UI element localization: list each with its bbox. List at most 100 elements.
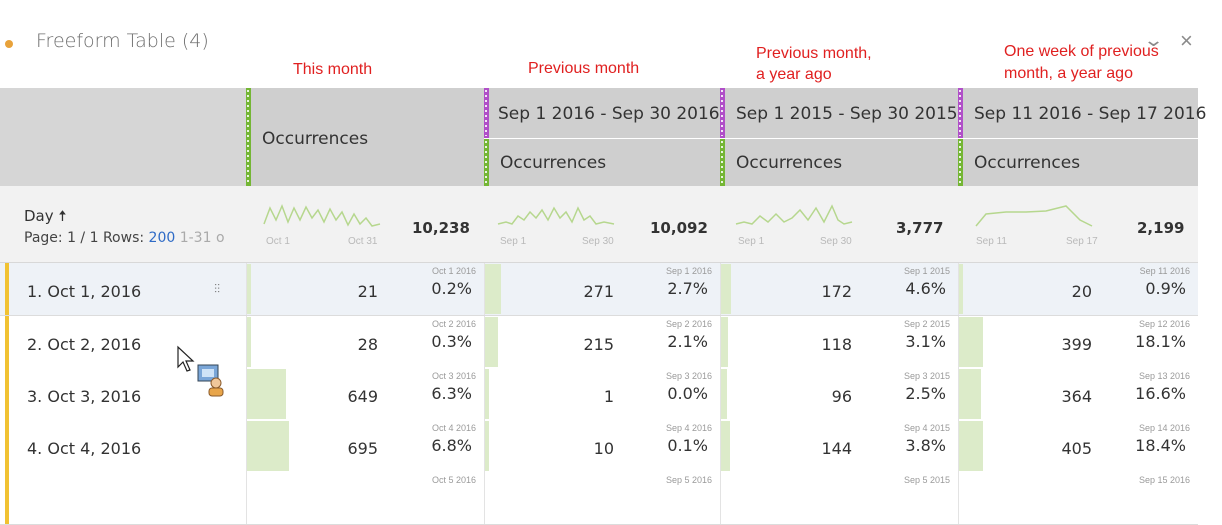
cell-percent: 0.2% (431, 279, 472, 298)
date-range-drag-handle-3[interactable] (958, 88, 963, 138)
cell-proportion-bar (959, 421, 983, 471)
cell-date: Sep 13 2016 (1138, 371, 1190, 381)
header-range-1[interactable] (484, 88, 720, 138)
cell-value[interactable]: 271 (583, 282, 614, 301)
sparkline-end-1: Sep 30 (582, 236, 614, 247)
row-label[interactable]: 2. Oct 2, 2016 (27, 335, 142, 354)
chevron-down-icon[interactable]: ⌄ (1142, 30, 1165, 50)
mouse-cursor-icon (177, 345, 224, 397)
header-metric-3[interactable] (958, 139, 1198, 186)
cell-value[interactable]: 144 (821, 439, 852, 458)
cell-value[interactable]: 405 (1061, 439, 1092, 458)
column-divider (246, 263, 247, 315)
sparkline-week-year-ago (975, 205, 1093, 227)
rows-label: Rows: (102, 230, 145, 246)
cell-percent: 18.4% (1135, 436, 1186, 455)
pagination: Page: 1 / 1 Rows: 200 1-31 o (24, 230, 225, 246)
cell-date: Sep 2 2016 (665, 319, 712, 329)
breakdown-icon[interactable]: ⫶⫶ (214, 282, 221, 296)
cell-date: Oct 1 2016 (431, 266, 476, 276)
metric-drag-handle-2[interactable] (720, 139, 725, 186)
close-icon[interactable]: × (1180, 28, 1193, 53)
table-row[interactable] (0, 472, 1198, 525)
header-range-label-3: Sep 11 2016 - Sep 17 2016 (974, 104, 1207, 124)
cell-value[interactable]: 364 (1061, 387, 1092, 406)
header-corner (0, 88, 246, 186)
rows-per-page-select[interactable]: 200 (148, 230, 176, 246)
column-divider (484, 472, 485, 524)
row-label[interactable]: 3. Oct 3, 2016 (27, 387, 142, 406)
cell-value[interactable]: 10 (593, 439, 614, 458)
cell-date: Sep 2 2015 (903, 319, 950, 329)
cell-percent: 2.7% (667, 279, 708, 298)
row-selection-marker (5, 368, 9, 420)
page-label: Page: (24, 230, 63, 246)
metric-drag-handle-3[interactable] (958, 139, 963, 186)
table-row[interactable] (0, 263, 1198, 316)
column-divider (720, 263, 721, 315)
header-range-2[interactable] (720, 88, 958, 138)
cell-value[interactable]: 96 (831, 387, 852, 406)
cell-value[interactable]: 399 (1061, 335, 1092, 354)
cell-percent: 3.8% (905, 436, 946, 455)
cell-value[interactable]: 118 (821, 335, 852, 354)
sparkline-this-month (263, 203, 381, 227)
cell-percent: 2.1% (667, 332, 708, 351)
summary-row (0, 186, 1198, 263)
metric-drag-handle-1[interactable] (484, 139, 489, 186)
date-range-drag-handle-2[interactable] (720, 88, 725, 138)
sparkline-year-ago (735, 204, 853, 225)
row-label[interactable]: 1. Oct 1, 2016 (27, 282, 142, 301)
column-divider (720, 368, 721, 420)
cell-value[interactable]: 695 (347, 439, 378, 458)
header-metric-this-month: Occurrences (262, 129, 369, 149)
cell-date: Sep 11 2016 (1139, 266, 1190, 276)
column-divider (484, 263, 485, 315)
column-divider (958, 472, 959, 524)
cell-value[interactable]: 215 (583, 335, 614, 354)
cell-date: Sep 12 2016 (1138, 319, 1190, 329)
cell-date: Sep 1 2016 (665, 266, 712, 276)
column-divider (958, 316, 959, 368)
cell-proportion-bar (247, 369, 286, 419)
row-label[interactable]: 4. Oct 4, 2016 (27, 439, 142, 458)
sparkline-start-2: Sep 1 (738, 236, 765, 247)
cell-value[interactable]: 21 (357, 282, 378, 301)
cell-percent: 18.1% (1135, 332, 1186, 351)
dimension-header[interactable]: Day 🠅 (24, 206, 67, 231)
header-metric-1[interactable] (484, 139, 720, 186)
table-row[interactable] (0, 420, 1198, 473)
cell-date: Sep 4 2016 (665, 423, 712, 433)
metric-drag-handle[interactable] (246, 88, 251, 186)
table-row[interactable] (0, 316, 1198, 369)
page-value: 1 / 1 (67, 230, 99, 246)
cell-value[interactable]: 649 (347, 387, 378, 406)
header-range-3[interactable] (958, 88, 1198, 138)
cell-percent: 3.1% (905, 332, 946, 351)
header-col-this-month[interactable] (246, 88, 484, 186)
row-range: 1-31 o (179, 230, 225, 246)
arrow-up-icon[interactable]: 🠅 (58, 207, 67, 225)
annotation-week-year-ago-1: One week of previous (1004, 43, 1159, 60)
cell-value[interactable]: 20 (1071, 282, 1092, 301)
cell-date: Sep 5 2015 (903, 475, 950, 485)
header-range-label-1: Sep 1 2016 - Sep 30 2016 (498, 104, 720, 124)
cell-value[interactable]: 1 (603, 387, 614, 406)
header-metric-2[interactable] (720, 139, 958, 186)
cell-date: Sep 3 2015 (903, 371, 950, 381)
cell-percent: 0.1% (667, 436, 708, 455)
date-range-drag-handle-1[interactable] (484, 88, 489, 138)
cell-value[interactable]: 172 (821, 282, 852, 301)
cell-percent: 2.5% (905, 384, 946, 403)
total-previous-month: 10,092 (650, 219, 708, 237)
cell-proportion-bar (247, 421, 289, 471)
annotation-previous-month: Previous month (528, 60, 640, 77)
freeform-table-panel: Freeform Table (4) ⌄ × This month Previo… (0, 28, 1207, 525)
cell-value[interactable]: 28 (357, 335, 378, 354)
annotation-week-year-ago-2: month, a year ago (1004, 65, 1133, 82)
row-selection-marker (5, 316, 9, 368)
total-year-ago: 3,777 (896, 219, 944, 237)
column-divider (484, 316, 485, 368)
annotation-this-month: This month (293, 61, 373, 78)
column-divider (246, 420, 247, 472)
